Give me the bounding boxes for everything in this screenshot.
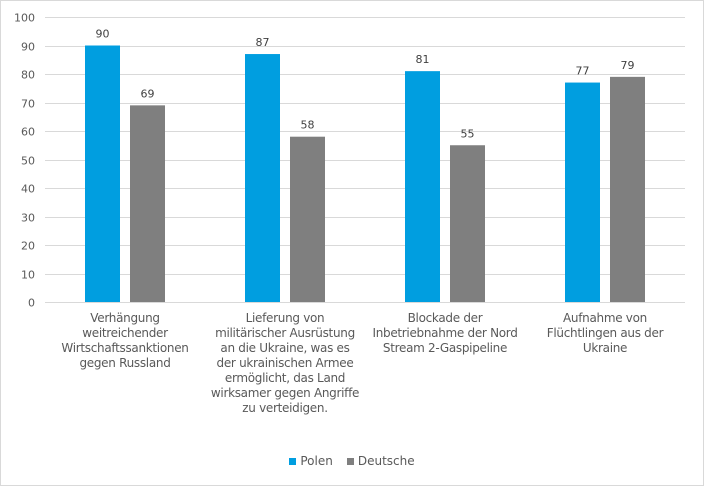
y-tick-label: 40 (21, 183, 35, 196)
legend-item-deutsche: Deutsche (346, 454, 415, 468)
bar-deutsche-4 (610, 76, 645, 302)
x-category-label: Lieferung von militärischer Ausrüstung a… (210, 311, 360, 415)
data-label: 90 (96, 28, 110, 41)
y-tick-label: 20 (21, 240, 35, 253)
legend-swatch (289, 457, 297, 465)
data-label: 81 (416, 53, 430, 66)
y-tick-label: 30 (21, 212, 35, 225)
x-category-label: Blockade der Inbetriebnahme der Nord Str… (372, 311, 518, 355)
data-label: 87 (256, 36, 270, 49)
bar-polen-1 (85, 45, 120, 302)
legend-item-polen: Polen (289, 454, 333, 468)
y-tick-label: 50 (21, 155, 35, 168)
data-label: 69 (141, 87, 155, 100)
x-category-label: Verhängung weitreichender Wirtschaftssan… (61, 311, 189, 370)
legend: Polen Deutsche (0, 454, 704, 468)
legend-label: Deutsche (357, 454, 415, 468)
bar-deutsche-3 (450, 145, 485, 302)
y-axis-ticks: 0 10 20 30 40 50 60 70 80 90 100 (14, 12, 35, 310)
y-tick-label: 60 (21, 126, 35, 139)
bar-deutsche-2 (290, 136, 325, 302)
x-category-label: Aufnahme von Flüchtlingen aus der Ukrain… (546, 311, 664, 355)
bar-polen-3 (405, 71, 440, 303)
bar-polen-2 (245, 54, 280, 302)
data-label: 77 (576, 65, 590, 78)
y-tick-label: 70 (21, 98, 35, 111)
bar-deutsche-1 (130, 105, 165, 302)
y-tick-label: 100 (14, 12, 35, 25)
y-tick-label: 0 (28, 297, 35, 310)
bar-polen-4 (565, 82, 600, 302)
y-tick-label: 80 (21, 69, 35, 82)
data-label: 79 (621, 59, 635, 72)
bars (85, 45, 645, 303)
legend-label: Polen (300, 454, 333, 468)
y-tick-label: 10 (21, 269, 35, 282)
data-labels: 90 87 81 77 69 58 55 79 (96, 28, 635, 141)
legend-swatch (346, 457, 354, 465)
data-label: 55 (461, 127, 475, 140)
y-tick-label: 90 (21, 41, 35, 54)
data-label: 58 (301, 119, 315, 132)
